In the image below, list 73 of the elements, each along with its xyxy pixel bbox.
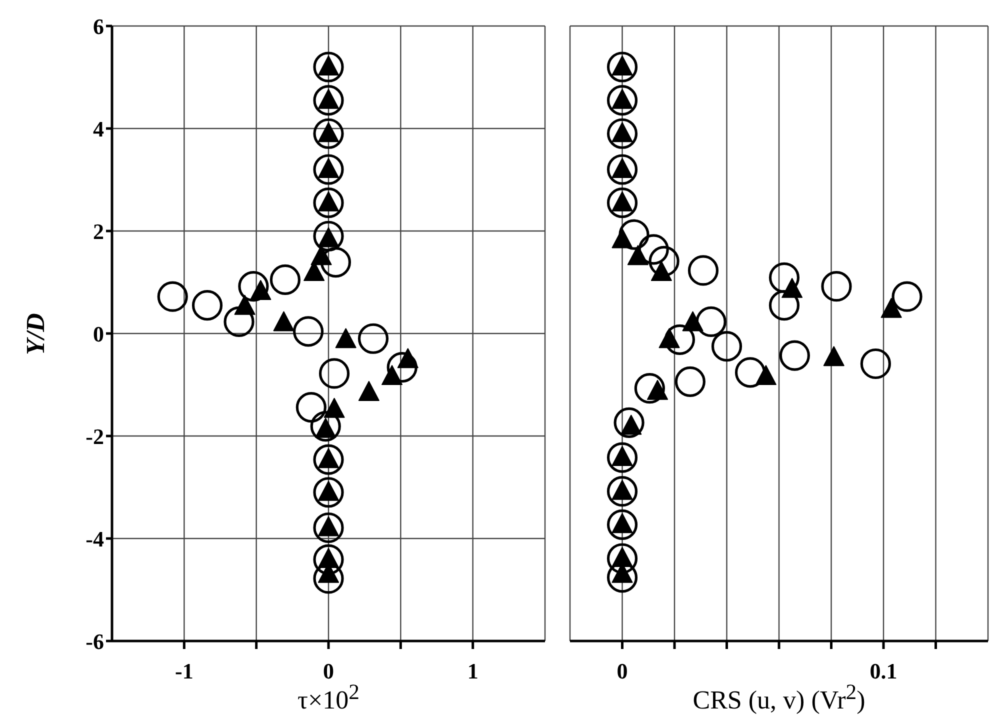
point <box>860 348 891 380</box>
point <box>606 476 638 507</box>
y-tick-label: -6 <box>86 628 104 654</box>
point <box>779 340 810 371</box>
point <box>324 398 345 418</box>
point <box>648 246 680 277</box>
point <box>638 234 669 265</box>
point <box>606 52 638 82</box>
point <box>711 331 742 362</box>
point <box>768 262 800 293</box>
point <box>296 392 326 423</box>
point <box>270 264 300 295</box>
point <box>313 52 344 82</box>
point <box>335 328 356 348</box>
x-axis-title: CRS (u, v) (Vr$^{2}$) <box>692 680 866 715</box>
point <box>606 543 638 574</box>
point <box>880 298 902 318</box>
point <box>634 373 665 404</box>
y-tick-label: 6 <box>93 14 104 39</box>
point <box>606 154 638 185</box>
point <box>313 477 344 508</box>
point <box>313 188 344 218</box>
point <box>823 346 844 366</box>
point <box>313 444 344 475</box>
y-tick-label: -4 <box>86 526 104 552</box>
point <box>696 306 726 338</box>
point <box>318 358 350 389</box>
point <box>358 323 389 354</box>
point <box>310 410 341 442</box>
point <box>320 246 352 278</box>
point <box>234 294 256 315</box>
point <box>313 544 344 575</box>
point <box>192 290 223 321</box>
point <box>310 245 332 266</box>
point <box>606 188 638 218</box>
point <box>157 281 188 312</box>
point <box>734 357 766 388</box>
point <box>614 407 644 438</box>
point <box>768 290 800 321</box>
point <box>606 509 638 540</box>
point <box>627 245 648 266</box>
point <box>313 118 344 149</box>
point <box>313 154 344 185</box>
y-tick-label: 0 <box>93 321 104 346</box>
point <box>606 118 638 149</box>
x-tick-label: 0.1 <box>870 658 898 684</box>
point <box>688 255 719 286</box>
y-tick-label: 4 <box>93 116 104 142</box>
point <box>273 311 294 332</box>
point <box>755 365 776 386</box>
point <box>612 228 633 248</box>
point <box>674 366 706 397</box>
x-tick-label: 0 <box>616 658 628 684</box>
y-axis-title: Y/D <box>21 312 51 357</box>
point <box>224 306 254 338</box>
y-tick-label: 2 <box>93 218 104 244</box>
point <box>664 324 696 355</box>
point <box>821 271 852 302</box>
point <box>606 442 638 473</box>
point <box>358 380 380 401</box>
point <box>238 271 269 302</box>
point <box>386 352 418 383</box>
point <box>892 281 922 312</box>
x-tick-label: -1 <box>175 658 194 684</box>
point <box>292 316 324 347</box>
point <box>682 311 704 332</box>
x-tick-label: 1 <box>467 658 478 684</box>
point <box>313 220 344 252</box>
point <box>313 512 344 544</box>
point <box>618 219 650 250</box>
point <box>313 85 344 116</box>
point <box>606 85 638 116</box>
y-tick-label: -2 <box>86 424 104 449</box>
